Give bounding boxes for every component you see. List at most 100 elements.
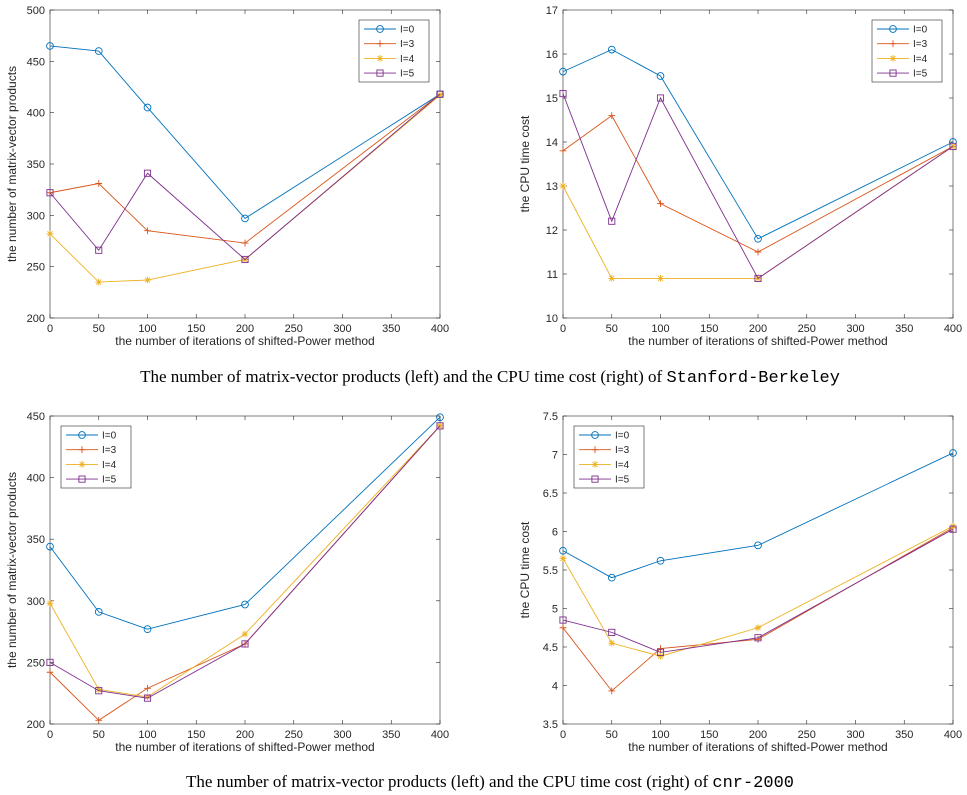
y-tick-label: 7 [552, 450, 558, 462]
x-tick-label: 300 [333, 729, 351, 741]
data-point [559, 147, 567, 155]
data-point [144, 276, 151, 284]
x-tick-label: 400 [431, 729, 449, 741]
legend-label: I=0 [913, 25, 928, 36]
data-point [656, 94, 665, 102]
data-point [559, 555, 567, 562]
legend-marker [78, 461, 86, 468]
x-tick-label: 200 [236, 323, 254, 335]
x-tick-label: 400 [431, 323, 449, 335]
y-tick-label: 300 [27, 596, 45, 608]
x-tick-label: 50 [93, 323, 105, 335]
x-tick-label: 200 [236, 729, 254, 741]
caption-top: The number of matrix-vector products (le… [140, 367, 840, 388]
legend-label: I=3 [400, 39, 415, 50]
x-tick-label: 100 [651, 323, 669, 335]
legend-marker [78, 431, 86, 439]
y-tick-label: 200 [27, 313, 45, 325]
y-tick-label: 12 [546, 225, 558, 237]
x-axis-label: the number of iterations of shifted-Powe… [115, 334, 374, 348]
data-point [559, 67, 567, 76]
y-axis-label: the number of matrix-vector products [5, 472, 19, 668]
y-tick-label: 450 [27, 56, 45, 68]
x-tick-label: 150 [700, 323, 718, 335]
data-point [241, 239, 249, 247]
legend-label: I=5 [615, 475, 630, 486]
data-point [754, 635, 762, 643]
legend-box [871, 19, 943, 83]
legend-label: I=5 [913, 69, 928, 80]
data-point [949, 449, 957, 457]
caption-bottom-prefix: The number of matrix-vector products (le… [186, 772, 712, 791]
legend: I=0 I=3 I=4 I=5 [871, 19, 943, 83]
chart-panel-3: 0 50 100 150 200 250 300 350 400 200 250 300 350 400 4… [5, 411, 449, 754]
data-point [241, 600, 249, 609]
data-point [608, 275, 616, 282]
data-point [241, 255, 249, 264]
legend-label: I=0 [102, 431, 117, 442]
y-tick-label: 250 [27, 262, 45, 274]
y-tick-label: 250 [27, 657, 45, 669]
x-tick-label: 150 [187, 323, 205, 335]
legend-box [573, 425, 645, 489]
data-point [143, 694, 152, 702]
y-tick-label: 4.5 [543, 642, 558, 654]
data-point [657, 275, 664, 282]
series-line [562, 49, 954, 240]
legend-marker [78, 475, 86, 483]
series-line [49, 416, 441, 630]
y-tick-label: 450 [27, 411, 45, 423]
data-point [94, 608, 103, 616]
data-point [754, 634, 762, 642]
y-axis-label: the number of matrix-vector products [5, 66, 19, 262]
x-axis-label: the number of iterations of shifted-Powe… [115, 740, 374, 754]
series-line [49, 425, 441, 699]
legend-label: I=3 [102, 445, 117, 456]
data-point [754, 624, 762, 632]
x-tick-label: 300 [846, 323, 864, 335]
x-tick-label: 400 [944, 323, 962, 335]
x-tick-label: 0 [47, 729, 53, 741]
y-tick-label: 5.5 [543, 565, 558, 577]
data-point [143, 103, 152, 112]
x-tick-label: 100 [138, 323, 156, 335]
data-point [46, 42, 54, 50]
data-point [144, 227, 151, 235]
data-point [559, 546, 567, 555]
x-tick-label: 50 [606, 729, 618, 741]
legend: I=0 I=3 I=4 I=5 [60, 425, 132, 489]
legend-label: I=3 [913, 39, 928, 50]
series-I=5 [559, 525, 957, 656]
data-point [95, 716, 103, 724]
data-point [949, 525, 957, 533]
x-tick-label: 250 [798, 729, 816, 741]
data-point [608, 112, 616, 119]
data-point [241, 214, 249, 223]
y-axis-label: the CPU time cost [518, 521, 532, 618]
data-point [95, 687, 103, 695]
data-point [46, 189, 54, 197]
x-tick-label: 350 [895, 729, 913, 741]
series-line [49, 45, 441, 219]
legend-label: I=0 [400, 25, 415, 36]
legend: I=0 I=3 I=4 I=5 [358, 19, 430, 83]
legend-label: I=0 [615, 431, 630, 442]
data-point [754, 274, 762, 282]
data-point [46, 599, 54, 607]
data-point [436, 422, 444, 430]
legend-marker [591, 461, 599, 468]
legend: I=0 I=3 I=4 I=5 [573, 425, 645, 489]
legend-marker [78, 446, 86, 454]
legend-label: I=4 [615, 460, 630, 471]
legend-marker [376, 25, 384, 33]
legend-marker [591, 475, 599, 483]
y-tick-label: 4 [552, 681, 558, 693]
legend-box [358, 19, 430, 83]
legend-label: I=5 [102, 475, 117, 486]
data-point [436, 91, 444, 99]
data-point [436, 413, 444, 422]
legend-marker [591, 431, 599, 439]
series-line [49, 93, 441, 261]
caption-bottom-dataset: cnr-2000 [712, 774, 794, 793]
chart-panel-2: 0 50 100 150 200 250 300 350 400 10 11 12 13 14 15 16 17… [518, 5, 962, 348]
